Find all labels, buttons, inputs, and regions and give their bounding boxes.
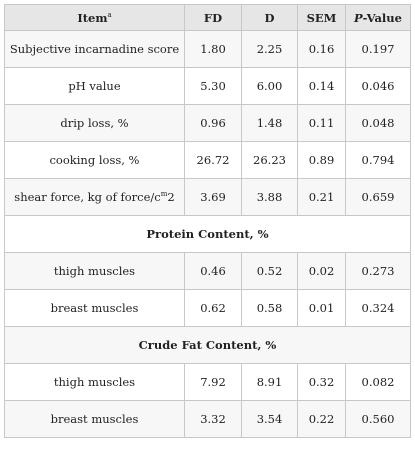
table-container: Itema FD D SEM P-Value Subjective incarn… (4, 4, 411, 438)
row-item: cooking loss, % (4, 141, 185, 179)
row-p: 0.082 (345, 363, 411, 401)
row-sem: 0.16 (297, 30, 346, 68)
row-p: 0.046 (345, 67, 411, 105)
table-row: breast muscles 0.62 0.58 0.01 0.324 (4, 289, 411, 327)
table-row: cooking loss, % 26.72 26.23 0.89 0.794 (4, 141, 411, 179)
data-table: Itema FD D SEM P-Value Subjective incarn… (4, 4, 411, 438)
header-sem: SEM (297, 4, 346, 31)
table-row: thigh muscles 7.92 8.91 0.32 0.082 (4, 363, 411, 401)
row-sem: 0.14 (297, 67, 346, 105)
row-d: 8.91 (241, 363, 298, 401)
row-item: thigh muscles (4, 252, 185, 290)
row-d: 2.25 (241, 30, 298, 68)
row-sem: 0.11 (297, 104, 346, 142)
row-d: 3.88 (241, 178, 298, 216)
row-item-text: shear force, kg of force/c (14, 190, 161, 204)
row-d: 3.54 (241, 400, 298, 438)
row-p: 0.197 (345, 30, 411, 68)
header-item: Itema (4, 4, 185, 31)
table-row: drip loss, % 0.96 1.48 0.11 0.048 (4, 104, 411, 142)
header-row: Itema FD D SEM P-Value (4, 4, 411, 31)
row-item: breast muscles (4, 289, 185, 327)
row-fd: 26.72 (184, 141, 242, 179)
section-row-protein: Protein Content, % (4, 215, 411, 253)
row-d: 6.00 (241, 67, 298, 105)
row-sem: 0.89 (297, 141, 346, 179)
header-d: D (241, 4, 298, 31)
row-d: 0.52 (241, 252, 298, 290)
section-title-fat: Crude Fat Content, % (4, 326, 411, 364)
row-fd: 5.30 (184, 67, 242, 105)
section-row-fat: Crude Fat Content, % (4, 326, 411, 364)
header-p-rest: -Value (362, 10, 402, 25)
row-p: 0.324 (345, 289, 411, 327)
row-fd: 0.46 (184, 252, 242, 290)
header-item-superscript: a (107, 10, 112, 19)
row-p: 0.659 (345, 178, 411, 216)
row-p: 0.560 (345, 400, 411, 438)
row-item: drip loss, % (4, 104, 185, 142)
row-fd: 7.92 (184, 363, 242, 401)
row-fd: 1.80 (184, 30, 242, 68)
row-fd: 0.62 (184, 289, 242, 327)
section-title-protein: Protein Content, % (4, 215, 411, 253)
table-row: breast muscles 3.32 3.54 0.22 0.560 (4, 400, 411, 438)
row-fd: 3.69 (184, 178, 242, 216)
row-sem: 0.01 (297, 289, 346, 327)
row-item-tail: 2 (167, 190, 175, 204)
row-d: 1.48 (241, 104, 298, 142)
table-row: pH value 5.30 6.00 0.14 0.046 (4, 67, 411, 105)
row-item: Subjective incarnadine score (4, 30, 185, 68)
row-item: shear force, kg of force/cm2 (4, 178, 185, 216)
row-item-superscript: m (160, 190, 168, 199)
row-fd: 3.32 (184, 400, 242, 438)
row-sem: 0.21 (297, 178, 346, 216)
row-p: 0.048 (345, 104, 411, 142)
row-sem: 0.02 (297, 252, 346, 290)
row-d: 26.23 (241, 141, 298, 179)
row-sem: 0.32 (297, 363, 346, 401)
row-fd: 0.96 (184, 104, 242, 142)
header-p-italic: P (354, 10, 363, 25)
header-item-label: Item (77, 10, 108, 25)
row-item: breast muscles (4, 400, 185, 438)
row-p: 0.794 (345, 141, 411, 179)
row-d: 0.58 (241, 289, 298, 327)
row-item: pH value (4, 67, 185, 105)
table-row: Subjective incarnadine score 1.80 2.25 0… (4, 30, 411, 68)
row-item: thigh muscles (4, 363, 185, 401)
row-p: 0.273 (345, 252, 411, 290)
row-sem: 0.22 (297, 400, 346, 438)
table-row: thigh muscles 0.46 0.52 0.02 0.273 (4, 252, 411, 290)
header-p-value: P-Value (345, 4, 411, 31)
header-fd: FD (184, 4, 242, 31)
table-row: shear force, kg of force/cm2 3.69 3.88 0… (4, 178, 411, 216)
